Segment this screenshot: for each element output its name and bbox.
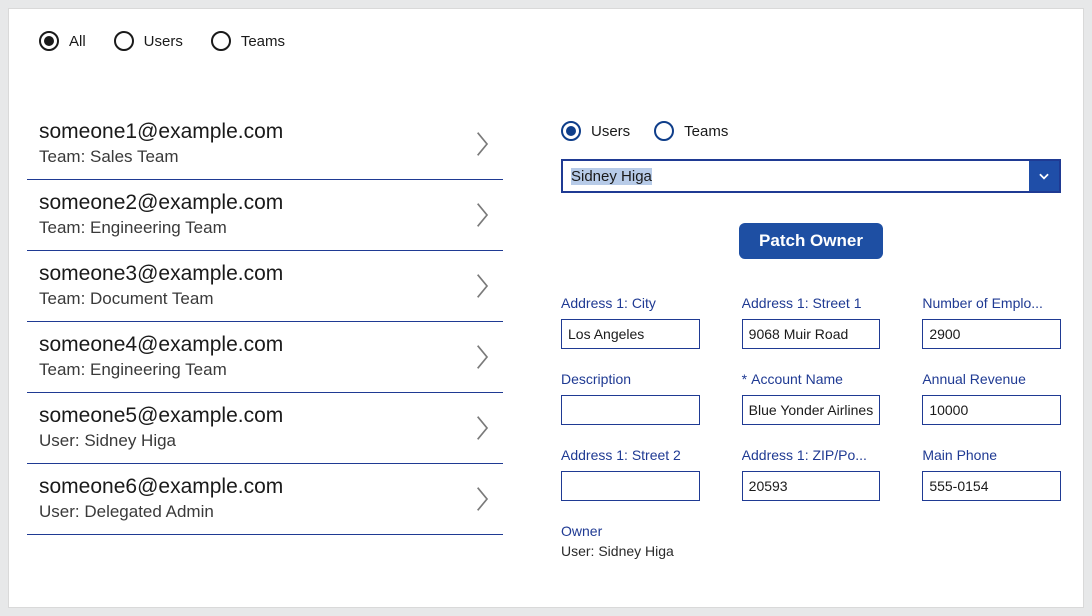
list-item-title: someone6@example.com xyxy=(39,474,283,500)
chevron-right-icon xyxy=(475,485,497,513)
owner-radio-label: Users xyxy=(591,123,630,140)
list-item[interactable]: someone1@example.com Team: Sales Team xyxy=(27,109,503,180)
field-label: Annual Revenue xyxy=(922,371,1026,387)
form-field: Address 1: Street 1 xyxy=(742,295,881,349)
chevron-right-icon xyxy=(475,343,497,371)
field-input[interactable] xyxy=(561,471,700,501)
field-label: Address 1: Street 2 xyxy=(561,447,681,463)
filter-radio-all[interactable]: All xyxy=(39,31,86,51)
owner-type-radio-group: Users Teams xyxy=(561,121,1061,141)
list-item-subtitle: Team: Engineering Team xyxy=(39,358,283,382)
radio-icon xyxy=(654,121,674,141)
list-item[interactable]: someone2@example.com Team: Engineering T… xyxy=(27,180,503,251)
list-item-subtitle: Team: Sales Team xyxy=(39,145,283,169)
list-item-title: someone2@example.com xyxy=(39,190,283,216)
field-input[interactable] xyxy=(922,395,1061,425)
fields-grid: Address 1: City Address 1: Street 1 Numb… xyxy=(561,295,1061,501)
form-field: Annual Revenue xyxy=(922,371,1061,425)
form-field: Address 1: City xyxy=(561,295,700,349)
field-label: Number of Emplo... xyxy=(922,295,1043,311)
list-item-title: someone5@example.com xyxy=(39,403,283,429)
filter-radio-label: Teams xyxy=(241,33,285,50)
form-field: Address 1: Street 2 xyxy=(561,447,700,501)
field-input[interactable] xyxy=(922,319,1061,349)
app-frame: All Users Teams someone1@example.com Tea… xyxy=(8,8,1084,608)
chevron-down-icon xyxy=(1029,161,1059,191)
list-item-subtitle: User: Delegated Admin xyxy=(39,500,283,524)
filter-radio-users[interactable]: Users xyxy=(114,31,183,51)
chevron-right-icon xyxy=(475,272,497,300)
chevron-right-icon xyxy=(475,130,497,158)
field-input[interactable] xyxy=(742,319,881,349)
list-item-title: someone3@example.com xyxy=(39,261,283,287)
field-label: Description xyxy=(561,371,631,387)
field-label: Account Name xyxy=(751,371,843,387)
list-item-title: someone4@example.com xyxy=(39,332,283,358)
form-field: Address 1: ZIP/Po... xyxy=(742,447,881,501)
field-label: Main Phone xyxy=(922,447,997,463)
radio-icon xyxy=(39,31,59,51)
list-item-subtitle: Team: Engineering Team xyxy=(39,216,283,240)
field-input[interactable] xyxy=(561,319,700,349)
filter-radio-label: All xyxy=(69,33,86,50)
form-field: Number of Emplo... xyxy=(922,295,1061,349)
detail-panel: Users Teams Sidney Higa P xyxy=(509,59,1083,599)
radio-icon xyxy=(114,31,134,51)
owner-display-value: User: Sidney Higa xyxy=(561,543,674,559)
form-field: Main Phone xyxy=(922,447,1061,501)
list-item[interactable]: someone5@example.com User: Sidney Higa xyxy=(27,393,503,464)
required-star-icon: * xyxy=(742,371,747,387)
owner-radio-teams[interactable]: Teams xyxy=(654,121,728,141)
top-filter-radio-group: All Users Teams xyxy=(9,9,1083,59)
field-input[interactable] xyxy=(742,471,881,501)
owner-display-label: Owner xyxy=(561,523,1061,539)
list-item-title: someone1@example.com xyxy=(39,119,283,145)
owner-radio-label: Teams xyxy=(684,123,728,140)
chevron-right-icon xyxy=(475,201,497,229)
filter-radio-teams[interactable]: Teams xyxy=(211,31,285,51)
field-label: Address 1: Street 1 xyxy=(742,295,862,311)
records-list[interactable]: someone1@example.com Team: Sales Team so… xyxy=(27,59,509,599)
field-label: Address 1: City xyxy=(561,295,656,311)
owner-select[interactable]: Sidney Higa xyxy=(561,159,1061,193)
radio-icon xyxy=(211,31,231,51)
list-item-subtitle: User: Sidney Higa xyxy=(39,429,283,453)
list-item[interactable]: someone3@example.com Team: Document Team xyxy=(27,251,503,322)
field-input[interactable] xyxy=(922,471,1061,501)
field-input[interactable] xyxy=(561,395,700,425)
chevron-right-icon xyxy=(475,414,497,442)
list-item[interactable]: someone4@example.com Team: Engineering T… xyxy=(27,322,503,393)
field-label: Address 1: ZIP/Po... xyxy=(742,447,867,463)
owner-display: Owner User: Sidney Higa xyxy=(561,523,1061,561)
list-item[interactable]: someone6@example.com User: Delegated Adm… xyxy=(27,464,503,535)
radio-icon xyxy=(561,121,581,141)
owner-radio-users[interactable]: Users xyxy=(561,121,630,141)
patch-owner-button[interactable]: Patch Owner xyxy=(739,223,883,259)
form-field: *Account Name xyxy=(742,371,881,425)
form-field: Description xyxy=(561,371,700,425)
owner-select-value: Sidney Higa xyxy=(563,161,1029,191)
field-input[interactable] xyxy=(742,395,881,425)
filter-radio-label: Users xyxy=(144,33,183,50)
list-item-subtitle: Team: Document Team xyxy=(39,287,283,311)
